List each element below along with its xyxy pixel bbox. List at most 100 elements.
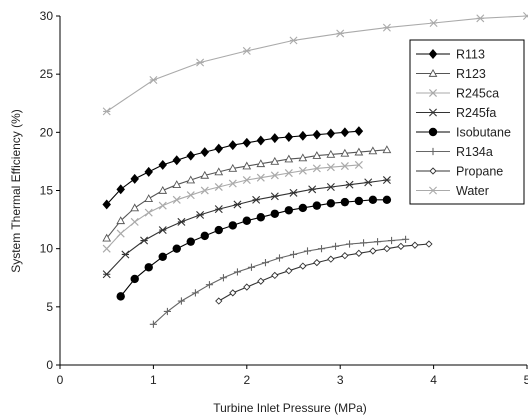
data-point-r113 [299,132,306,140]
data-point-r245ca [229,180,236,187]
data-point-propane [356,250,362,256]
y-tick-label: 25 [40,67,54,81]
data-point-r113 [243,139,250,147]
data-point-propane [426,241,432,247]
data-point-r245fa [253,196,260,203]
data-point-r134a [346,240,353,247]
data-point-propane [342,253,348,259]
data-point-r113 [131,175,138,183]
legend-label: R123 [456,67,486,81]
data-point-r245fa [327,183,334,190]
data-point-water [523,12,528,19]
data-point-propane [230,290,236,296]
data-point-isobutane [299,204,307,212]
series-r134a [150,236,409,328]
series-propane [216,241,432,304]
data-point-propane [216,298,222,304]
data-point-r245fa [365,179,372,186]
data-point-r134a [402,236,409,243]
data-point-isobutane [145,263,153,271]
data-point-isobutane [341,198,349,206]
data-point-r134a [374,238,381,245]
data-point-propane [286,268,292,274]
data-point-r245fa [309,186,316,193]
data-point-propane [258,278,264,284]
data-point-r134a [220,274,227,281]
data-point-r123 [159,187,166,193]
data-point-r245ca [215,183,222,190]
y-tick-label: 15 [40,184,54,198]
data-point-isobutane [173,244,181,252]
data-point-r245fa [383,176,390,183]
data-point-isobutane [313,201,321,209]
data-point-r113 [355,127,362,135]
x-tick-label: 2 [243,373,250,387]
y-axis-title: System Thermal Efficiency (%) [9,109,23,273]
series-line-r245ca [107,165,359,249]
data-point-r123 [131,204,138,210]
data-point-r134a [318,245,325,252]
data-point-isobutane [215,226,223,234]
y-tick-label: 5 [46,300,53,314]
data-point-r245fa [346,181,353,188]
data-point-r113 [145,168,152,176]
data-point-water [150,76,157,83]
data-point-isobutane [285,206,293,214]
data-point-r123 [383,146,390,152]
data-point-r134a [276,254,283,261]
data-point-r134a [360,239,367,246]
legend-label: R113 [456,48,485,62]
data-point-r134a [206,281,213,288]
data-point-r113 [173,156,180,164]
data-point-r245fa [290,189,297,196]
data-point-isobutane [355,197,363,205]
legend-label: R134a [456,145,493,159]
legend-label: Propane [456,165,503,179]
data-point-r113 [257,136,264,144]
data-point-isobutane [271,210,279,218]
data-point-isobutane [117,292,125,300]
data-point-r134a [248,264,255,271]
legend-label: R245ca [456,87,499,101]
data-point-r134a [304,247,311,254]
series-isobutane [117,196,392,301]
data-point-r245ca [159,202,166,209]
data-point-r245ca [131,218,138,225]
data-point-propane [300,263,306,269]
data-point-isobutane [383,196,391,204]
data-point-r245ca [173,196,180,203]
data-point-water [337,30,344,37]
y-tick-label: 0 [46,358,53,372]
data-point-water [243,47,250,54]
data-point-water [290,37,297,44]
data-point-r113 [159,161,166,169]
data-point-water [197,59,204,66]
data-point-r245fa [122,251,129,258]
data-point-r245fa [178,218,185,225]
data-point-propane [370,248,376,254]
data-point-r113 [215,144,222,152]
data-point-r113 [271,134,278,142]
x-tick-label: 0 [57,373,64,387]
legend-label: Isobutane [456,126,511,140]
y-tick-label: 10 [40,242,54,256]
data-point-r134a [290,251,297,258]
data-point-r245ca [145,209,152,216]
data-point-isobutane [159,253,167,261]
data-point-r245ca [201,187,208,194]
series-r123 [103,146,390,241]
data-point-r245fa [197,211,204,218]
data-point-propane [328,256,334,262]
legend-box [410,40,524,204]
data-point-r245fa [140,237,147,244]
data-point-propane [314,260,320,266]
data-point-propane [384,246,390,252]
data-point-propane [398,243,404,249]
data-point-r113 [327,129,334,137]
data-point-isobutane [327,199,335,207]
data-point-r245fa [215,206,222,213]
data-point-r113 [187,151,194,159]
data-point-r134a [262,259,269,266]
data-point-r245ca [187,192,194,199]
x-tick-label: 4 [430,373,437,387]
